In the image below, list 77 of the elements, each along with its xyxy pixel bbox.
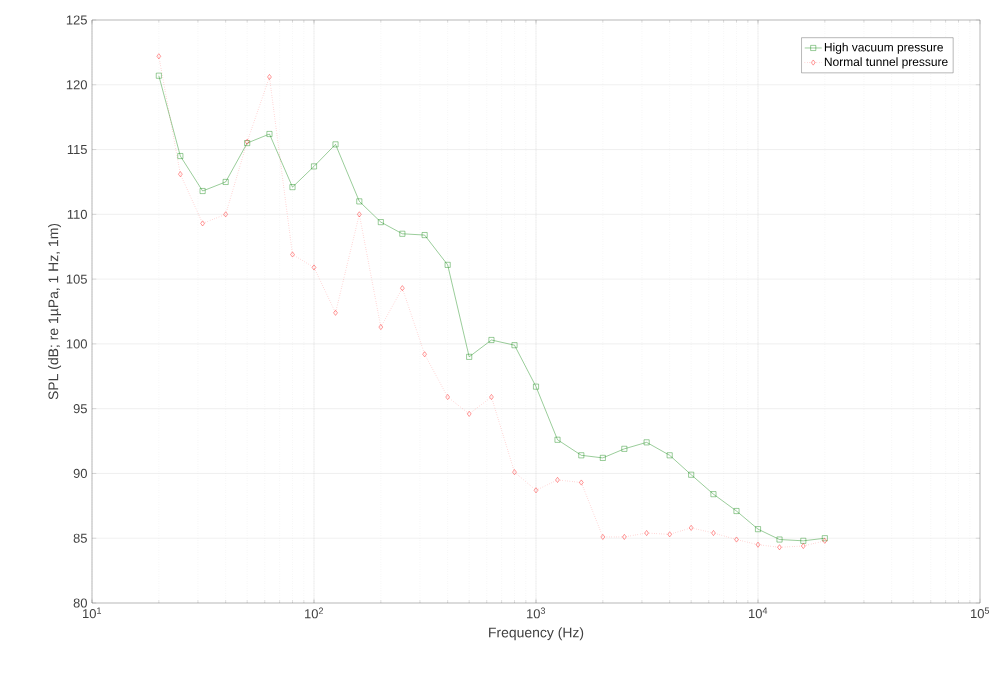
point [689, 525, 694, 531]
point [489, 394, 494, 400]
point [533, 383, 539, 390]
point [711, 530, 716, 536]
point [710, 491, 717, 497]
point [578, 452, 585, 459]
point [533, 487, 539, 494]
point [311, 264, 317, 271]
point [400, 285, 405, 291]
point [688, 471, 694, 478]
point [512, 469, 517, 475]
x-tick-label: 10$^{4}$ [749, 607, 768, 619]
point [156, 53, 161, 60]
point [378, 324, 383, 330]
y-tick-label: 95 [73, 404, 87, 414]
point [289, 184, 296, 190]
point [357, 211, 362, 218]
point [621, 446, 628, 452]
y-tick-label: 105 [66, 274, 87, 284]
point [644, 530, 649, 536]
point [755, 541, 761, 548]
point [445, 394, 450, 400]
point [488, 337, 495, 343]
legend-label: High vacuum pressure [824, 42, 943, 54]
point [666, 452, 673, 459]
point [290, 251, 295, 258]
point [777, 544, 782, 551]
y-tick-label: 115 [67, 145, 87, 155]
x-axis-title: Frequency (Hz) [489, 627, 584, 641]
y-tick-label: 120 [66, 80, 87, 90]
point [333, 310, 338, 316]
y-tick-label: 85 [73, 533, 87, 543]
point [378, 219, 384, 225]
point [444, 262, 451, 268]
y-tick-label: 125 [66, 15, 87, 25]
point [356, 198, 363, 205]
point [643, 439, 650, 446]
y-tick-label: 100 [66, 339, 87, 349]
y-tick-label: 110 [67, 209, 87, 219]
point [734, 536, 739, 543]
point [332, 141, 339, 148]
point [267, 74, 272, 80]
x-tick-label: 10$^{1}$ [83, 607, 102, 619]
point [199, 188, 206, 194]
point [399, 230, 406, 237]
point [511, 342, 518, 348]
point [600, 534, 605, 540]
point [733, 508, 740, 514]
point [600, 455, 606, 461]
point [755, 526, 761, 532]
point [156, 72, 162, 79]
point [421, 232, 428, 238]
point [178, 171, 183, 177]
legend-label: Normal tunnel pressure [824, 57, 948, 69]
point [667, 531, 672, 538]
point [422, 351, 427, 358]
x-tick-label: 10$^{3}$ [527, 607, 546, 619]
point [622, 534, 627, 540]
point [467, 411, 472, 417]
point [579, 479, 584, 486]
point [801, 543, 806, 549]
point [200, 220, 205, 227]
point [776, 536, 783, 543]
point [222, 179, 229, 185]
point [266, 131, 273, 137]
x-tick-label: 10$^{2}$ [305, 607, 324, 619]
x-tick-label: 10$^{5}$ [971, 607, 990, 619]
point [177, 153, 184, 159]
y-tick-label: 80 [73, 598, 87, 608]
point [555, 477, 560, 483]
point [223, 211, 228, 218]
point [466, 354, 472, 360]
y-tick-label: 90 [73, 468, 87, 479]
point [800, 538, 807, 544]
point [554, 436, 561, 443]
point [311, 163, 317, 170]
y-axis-title: SPL (dB; re 1µPa, 1 Hz, 1m) [48, 223, 62, 400]
